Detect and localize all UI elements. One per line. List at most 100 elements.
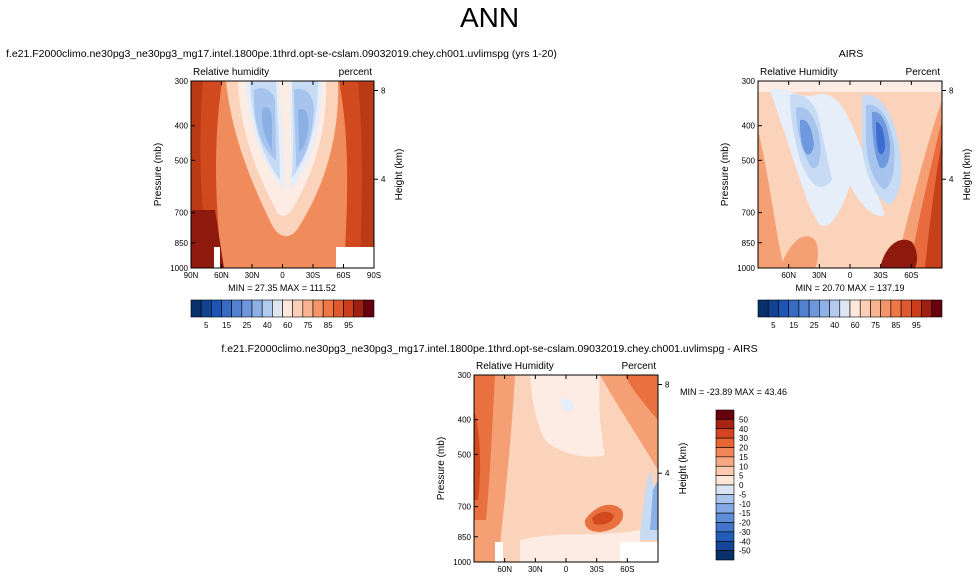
colorbar-box — [715, 409, 735, 420]
colorbar-box — [715, 550, 735, 561]
colorbar-box — [302, 299, 314, 318]
right-axis-label: Height (km) — [962, 149, 973, 201]
model-plot — [190, 80, 375, 269]
colorbar-box — [211, 299, 222, 318]
colorbar-box — [911, 299, 922, 318]
colorbar-label: 5 — [771, 321, 776, 330]
colorbar-label: 85 — [892, 321, 901, 330]
colorbar-box — [282, 299, 293, 318]
x-tick-label: 90N — [184, 271, 199, 280]
colorbar-box — [715, 475, 735, 486]
colorbar-box — [715, 484, 735, 495]
colorbar-label: -30 — [739, 528, 751, 537]
y-axis-label: Pressure (mb) — [153, 143, 164, 206]
x-tick-label: 30N — [528, 565, 543, 574]
colorbar-box — [767, 299, 779, 318]
y-tick-label: 1000 — [737, 264, 755, 273]
stats-label: MIN = -23.89 MAX = 43.46 — [680, 387, 787, 397]
colorbar-box — [343, 299, 354, 318]
colorbar-label: 15 — [222, 321, 231, 330]
colorbar-box — [715, 447, 735, 458]
colorbar-label: 40 — [830, 321, 839, 330]
obs-panel-title: AIRS — [838, 48, 864, 60]
colorbar-box — [190, 299, 202, 318]
x-tick-label: 60S — [904, 271, 918, 280]
colorbar-label: 75 — [871, 321, 880, 330]
colorbar-box — [715, 428, 735, 439]
y-tick-label: 1000 — [170, 264, 188, 273]
colorbar-box — [715, 512, 735, 523]
colorbar-label: 95 — [344, 321, 353, 330]
colorbar-label: 15 — [739, 453, 748, 462]
colorbar-label: -15 — [739, 509, 751, 518]
colorbar-box — [931, 299, 943, 318]
x-tick-label: 60S — [620, 565, 634, 574]
x-tick-label: 60N — [781, 271, 796, 280]
x-tick-label: 90S — [367, 271, 381, 280]
colorbar-box — [715, 503, 735, 514]
colorbar-label: 50 — [739, 415, 748, 424]
colorbar-box — [900, 299, 912, 318]
colorbar-label: 60 — [283, 321, 292, 330]
panel-left-label: Relative Humidity — [760, 67, 838, 78]
y-tick-label: 1000 — [453, 558, 471, 567]
colorbar-box — [870, 299, 881, 318]
colorbar-label: 75 — [303, 321, 312, 330]
colorbar-box — [363, 299, 375, 318]
colorbar-label: -20 — [739, 519, 751, 528]
colorbar-box — [890, 299, 902, 318]
colorbar-label: 15 — [789, 321, 798, 330]
colorbar-box — [333, 299, 344, 318]
colorbar-label: -10 — [739, 500, 751, 509]
stats-label: MIN = 20.70 MAX = 137.19 — [795, 283, 904, 293]
colorbar-label: 5 — [204, 321, 209, 330]
colorbar-box — [715, 540, 735, 551]
model-heatmap — [191, 81, 374, 268]
right-axis-label: Height (km) — [678, 443, 689, 495]
colorbar-label: 10 — [739, 462, 748, 471]
colorbar-label: 25 — [242, 321, 251, 330]
x-tick-label: 30N — [812, 271, 827, 280]
x-tick-label: 0 — [280, 271, 285, 280]
right-axis-label: Height (km) — [394, 149, 405, 201]
colorbar-box — [788, 299, 800, 318]
y-tick-label: 400 — [742, 122, 756, 131]
colorbar-box — [849, 299, 861, 318]
y-tick-label: 300 — [175, 77, 189, 86]
diff-panel-title: f.e21.F2000climo.ne30pg3_ne30pg3_mg17.in… — [221, 343, 758, 355]
x-tick-label: 60N — [497, 565, 512, 574]
obs-heatmap — [758, 81, 942, 268]
y-tick-label: 300 — [742, 77, 756, 86]
colorbar-box — [715, 465, 735, 476]
colorbar-box — [829, 299, 841, 318]
x-tick-label: 30S — [306, 271, 320, 280]
colorbar-box — [819, 299, 830, 318]
y-tick-label: 400 — [175, 122, 189, 131]
y-tick-label: 500 — [175, 156, 189, 165]
colorbar-box — [322, 299, 334, 318]
colorbar-label: 30 — [739, 434, 748, 443]
colorbar-label: 25 — [810, 321, 819, 330]
y-axis-label: Pressure (mb) — [720, 143, 731, 206]
panel-left-label: Relative humidity — [193, 67, 269, 78]
colorbar-label: 40 — [263, 321, 272, 330]
colorbar-box — [715, 531, 735, 542]
height-tick-label: 4 — [949, 175, 954, 184]
colorbar-box — [757, 299, 769, 318]
colorbar-box — [715, 522, 735, 533]
colorbar-box — [839, 299, 851, 318]
panel-right-label: Percent — [906, 67, 941, 78]
y-tick-label: 850 — [175, 239, 189, 248]
colorbar-box — [880, 299, 892, 318]
colorbar-box — [261, 299, 273, 318]
colorbar-label: 60 — [851, 321, 860, 330]
colorbar-box — [231, 299, 243, 318]
colorbar-label: 85 — [324, 321, 333, 330]
height-tick-label: 8 — [949, 86, 954, 95]
colorbar-label: 5 — [739, 472, 744, 481]
y-axis-label: Pressure (mb) — [436, 437, 447, 500]
x-tick-label: 60N — [214, 271, 229, 280]
y-tick-label: 500 — [742, 156, 756, 165]
panel-right-label: Percent — [622, 361, 657, 372]
